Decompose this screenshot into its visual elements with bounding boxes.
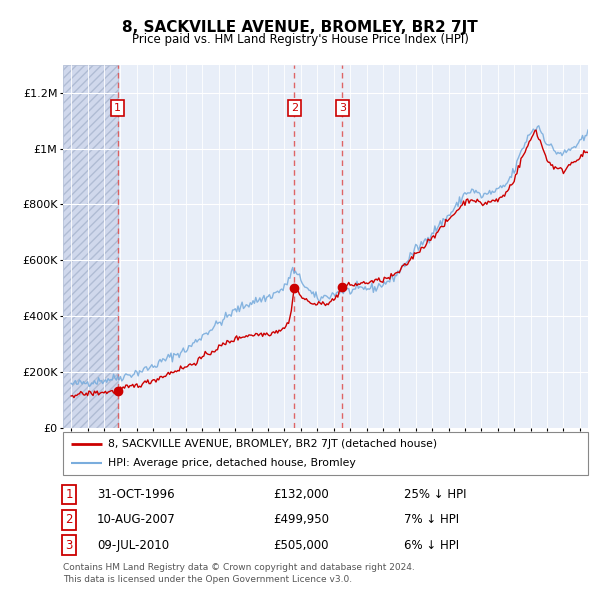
- Text: 1: 1: [65, 488, 73, 501]
- Text: 10-AUG-2007: 10-AUG-2007: [97, 513, 176, 526]
- Text: HPI: Average price, detached house, Bromley: HPI: Average price, detached house, Brom…: [107, 458, 355, 468]
- Text: 1: 1: [114, 103, 121, 113]
- Text: Contains HM Land Registry data © Crown copyright and database right 2024.
This d: Contains HM Land Registry data © Crown c…: [63, 563, 415, 584]
- Text: 3: 3: [65, 539, 73, 552]
- FancyBboxPatch shape: [63, 432, 588, 475]
- Text: 31-OCT-1996: 31-OCT-1996: [97, 488, 175, 501]
- Text: 09-JUL-2010: 09-JUL-2010: [97, 539, 169, 552]
- Text: 2: 2: [291, 103, 298, 113]
- Text: £505,000: £505,000: [273, 539, 329, 552]
- Text: 7% ↓ HPI: 7% ↓ HPI: [404, 513, 460, 526]
- Text: 2: 2: [65, 513, 73, 526]
- Text: 8, SACKVILLE AVENUE, BROMLEY, BR2 7JT (detached house): 8, SACKVILLE AVENUE, BROMLEY, BR2 7JT (d…: [107, 438, 437, 448]
- Text: Price paid vs. HM Land Registry's House Price Index (HPI): Price paid vs. HM Land Registry's House …: [131, 33, 469, 46]
- Text: 25% ↓ HPI: 25% ↓ HPI: [404, 488, 467, 501]
- Text: £132,000: £132,000: [273, 488, 329, 501]
- Text: 6% ↓ HPI: 6% ↓ HPI: [404, 539, 460, 552]
- Bar: [63, 65, 118, 428]
- Text: 3: 3: [339, 103, 346, 113]
- Text: £499,950: £499,950: [273, 513, 329, 526]
- Text: 8, SACKVILLE AVENUE, BROMLEY, BR2 7JT: 8, SACKVILLE AVENUE, BROMLEY, BR2 7JT: [122, 20, 478, 35]
